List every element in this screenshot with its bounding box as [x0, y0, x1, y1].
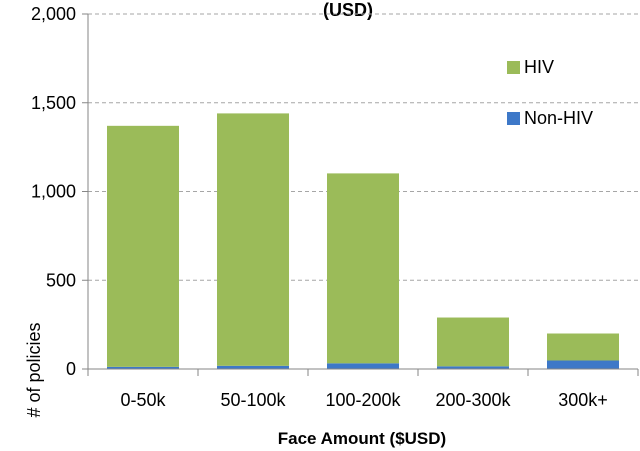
x-tick-label: 50-100k — [220, 390, 286, 410]
y-axis-title: # of policies — [24, 322, 44, 417]
bar-non-hiv-5 — [547, 360, 619, 369]
y-tick-label: 1,500 — [31, 93, 76, 113]
x-tick-label: 100-200k — [325, 390, 401, 410]
bar-non-hiv-3 — [327, 363, 399, 369]
bar-non-hiv-1 — [107, 366, 179, 369]
legend-label-non-hiv: Non-HIV — [524, 108, 593, 128]
chart-title: (USD) — [323, 0, 373, 20]
bar-hiv-5 — [547, 333, 619, 361]
bar-hiv-3 — [327, 173, 399, 364]
legend-swatch-hiv — [507, 61, 520, 74]
bar-non-hiv-4 — [437, 366, 509, 369]
y-tick-label: 500 — [46, 270, 76, 290]
x-tick-label: 200-300k — [435, 390, 511, 410]
bar-hiv-1 — [107, 125, 179, 367]
bar-hiv-4 — [437, 317, 509, 367]
x-axis-title: Face Amount ($USD) — [278, 429, 446, 448]
bars — [107, 113, 619, 369]
legend: HIV Non-HIV — [507, 57, 593, 128]
y-tick-label: 2,000 — [31, 4, 76, 24]
y-tick-label: 1,000 — [31, 182, 76, 202]
y-axis-ticks: 0 500 1,000 1,500 2,000 — [31, 4, 88, 379]
x-tick-label: 0-50k — [120, 390, 166, 410]
x-axis-ticks: 0-50k 50-100k 100-200k 200-300k 300k+ — [87, 369, 639, 410]
axes — [87, 14, 638, 370]
bar-non-hiv-2 — [217, 365, 289, 369]
legend-swatch-non-hiv — [507, 112, 520, 125]
x-tick-label: 300k+ — [558, 390, 608, 410]
legend-label-hiv: HIV — [524, 57, 554, 77]
bar-hiv-2 — [217, 113, 289, 366]
y-tick-label: 0 — [66, 359, 76, 379]
